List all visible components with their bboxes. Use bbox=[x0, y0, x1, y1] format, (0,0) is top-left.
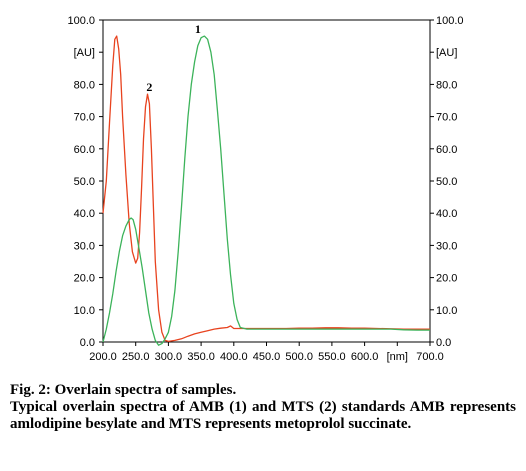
peak-annotations: 12 bbox=[146, 22, 200, 94]
y-tick-label-left: [AU] bbox=[74, 47, 95, 59]
x-tick-label: 350.0 bbox=[187, 351, 215, 363]
tick-labels: 0.0 0.0 10.0 10.0 20.0 20.0 30.0 30.0 40.0 40.0 50… bbox=[67, 15, 463, 363]
y-tick-label-right: 70.0 bbox=[436, 112, 457, 124]
series-line-1 bbox=[102, 35, 430, 343]
y-tick-label-right: 50.0 bbox=[436, 176, 457, 188]
x-tick-label: [nm] bbox=[387, 351, 408, 363]
y-tick-label-left: 70.0 bbox=[74, 112, 95, 124]
y-tick-label-left: 30.0 bbox=[74, 240, 95, 252]
y-tick-label-right: 40.0 bbox=[436, 208, 457, 220]
y-tick-label-right: [AU] bbox=[436, 47, 457, 59]
x-tick-label: 550.0 bbox=[318, 351, 346, 363]
peak-label-1: 1 bbox=[195, 22, 201, 36]
y-tick-label-left: 60.0 bbox=[74, 144, 95, 156]
x-tick-label: 700.0 bbox=[416, 351, 444, 363]
spectra-chart: 0.0 0.0 10.0 10.0 20.0 20.0 30.0 30.0 40.0 40.0 50… bbox=[67, 15, 463, 363]
x-tick-label: 500.0 bbox=[285, 351, 313, 363]
y-tick-label-left: 50.0 bbox=[74, 176, 95, 188]
x-tick-label: 600.0 bbox=[351, 351, 379, 363]
x-tick-label: 400.0 bbox=[220, 351, 248, 363]
y-tick-label-left: 80.0 bbox=[74, 79, 95, 91]
figure-caption: Fig. 2: Overlain spectra of samples. Typ… bbox=[10, 382, 516, 433]
y-tick-label-right: 10.0 bbox=[436, 305, 457, 317]
y-tick-label-left: 100.0 bbox=[67, 15, 95, 27]
y-tick-label-right: 20.0 bbox=[436, 273, 457, 285]
ticks bbox=[99, 19, 434, 346]
plot-area bbox=[102, 35, 430, 346]
y-tick-label-right: 0.0 bbox=[436, 337, 451, 349]
x-tick-label: 450.0 bbox=[253, 351, 281, 363]
y-tick-label-right: 30.0 bbox=[436, 240, 457, 252]
series-line-2 bbox=[102, 35, 430, 346]
y-tick-label-left: 20.0 bbox=[74, 273, 95, 285]
y-tick-label-right: 100.0 bbox=[436, 15, 464, 27]
x-tick-label: 200.0 bbox=[89, 351, 117, 363]
y-tick-label-left: 40.0 bbox=[74, 208, 95, 220]
x-tick-label: 300.0 bbox=[155, 351, 183, 363]
y-tick-label-right: 80.0 bbox=[436, 79, 457, 91]
y-tick-label-left: 0.0 bbox=[80, 337, 95, 349]
caption-text: Typical overlain spectra of AMB (1) and … bbox=[10, 399, 516, 432]
peak-label-2: 2 bbox=[146, 80, 152, 94]
y-tick-label-left: 10.0 bbox=[74, 305, 95, 317]
x-tick-label: 250.0 bbox=[122, 351, 150, 363]
y-tick-label-right: 60.0 bbox=[436, 144, 457, 156]
caption-title: Fig. 2: Overlain spectra of samples. bbox=[10, 382, 237, 398]
